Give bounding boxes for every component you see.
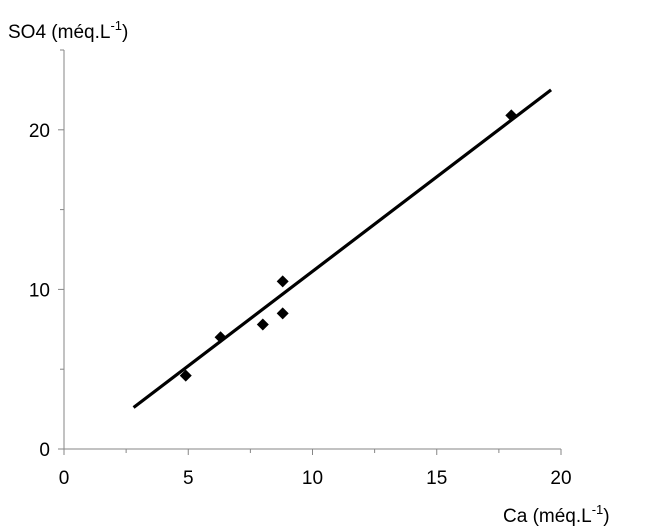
x-axis-title-base: Ca (méq.L	[503, 506, 592, 527]
trendline	[132, 88, 553, 409]
data-point	[505, 109, 518, 122]
data-point	[276, 275, 289, 288]
data-point	[179, 369, 192, 382]
trendline-group	[132, 88, 553, 409]
axes	[63, 50, 561, 450]
x-tick-label: 20	[550, 468, 571, 489]
data-points	[179, 109, 518, 382]
y-tick-label: 0	[39, 440, 50, 461]
data-point	[276, 307, 289, 320]
x-axis-title-close: )	[603, 506, 609, 527]
y-tick-label: 10	[29, 280, 50, 301]
x-ticks: 0 5 10 15 20	[59, 449, 572, 489]
x-tick-label: 15	[426, 468, 447, 489]
y-axis-title-sup: -1	[110, 18, 122, 33]
y-ticks: 0 10 20	[29, 49, 64, 461]
x-tick-label: 5	[183, 468, 194, 489]
y-axis-title-close: )	[122, 22, 128, 43]
x-tick-label: 10	[302, 468, 323, 489]
y-tick-label: 20	[29, 121, 50, 142]
y-axis-title: SO4 (méq.L-1)	[8, 18, 128, 43]
x-axis-title: Ca (méq.L-1)	[503, 502, 610, 527]
y-axis-title-base: SO4 (méq.L	[8, 22, 110, 43]
data-point	[214, 331, 227, 344]
x-tick-label: 0	[59, 468, 70, 489]
x-axis-title-sup: -1	[592, 502, 604, 517]
data-point	[256, 318, 269, 331]
